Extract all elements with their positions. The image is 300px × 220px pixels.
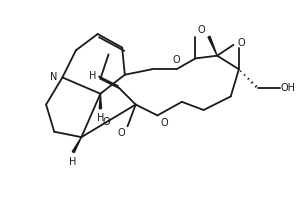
Polygon shape bbox=[99, 94, 101, 109]
Polygon shape bbox=[208, 36, 217, 56]
Text: H: H bbox=[69, 157, 76, 167]
Text: N: N bbox=[50, 72, 58, 82]
Text: O: O bbox=[160, 118, 168, 128]
Text: H: H bbox=[89, 71, 96, 81]
Text: O: O bbox=[102, 117, 110, 127]
Polygon shape bbox=[72, 137, 81, 153]
Text: H: H bbox=[97, 113, 104, 123]
Text: OH: OH bbox=[281, 83, 296, 93]
Text: O: O bbox=[172, 55, 180, 65]
Text: O: O bbox=[238, 38, 245, 48]
Text: O: O bbox=[117, 128, 125, 138]
Text: O: O bbox=[198, 24, 205, 35]
